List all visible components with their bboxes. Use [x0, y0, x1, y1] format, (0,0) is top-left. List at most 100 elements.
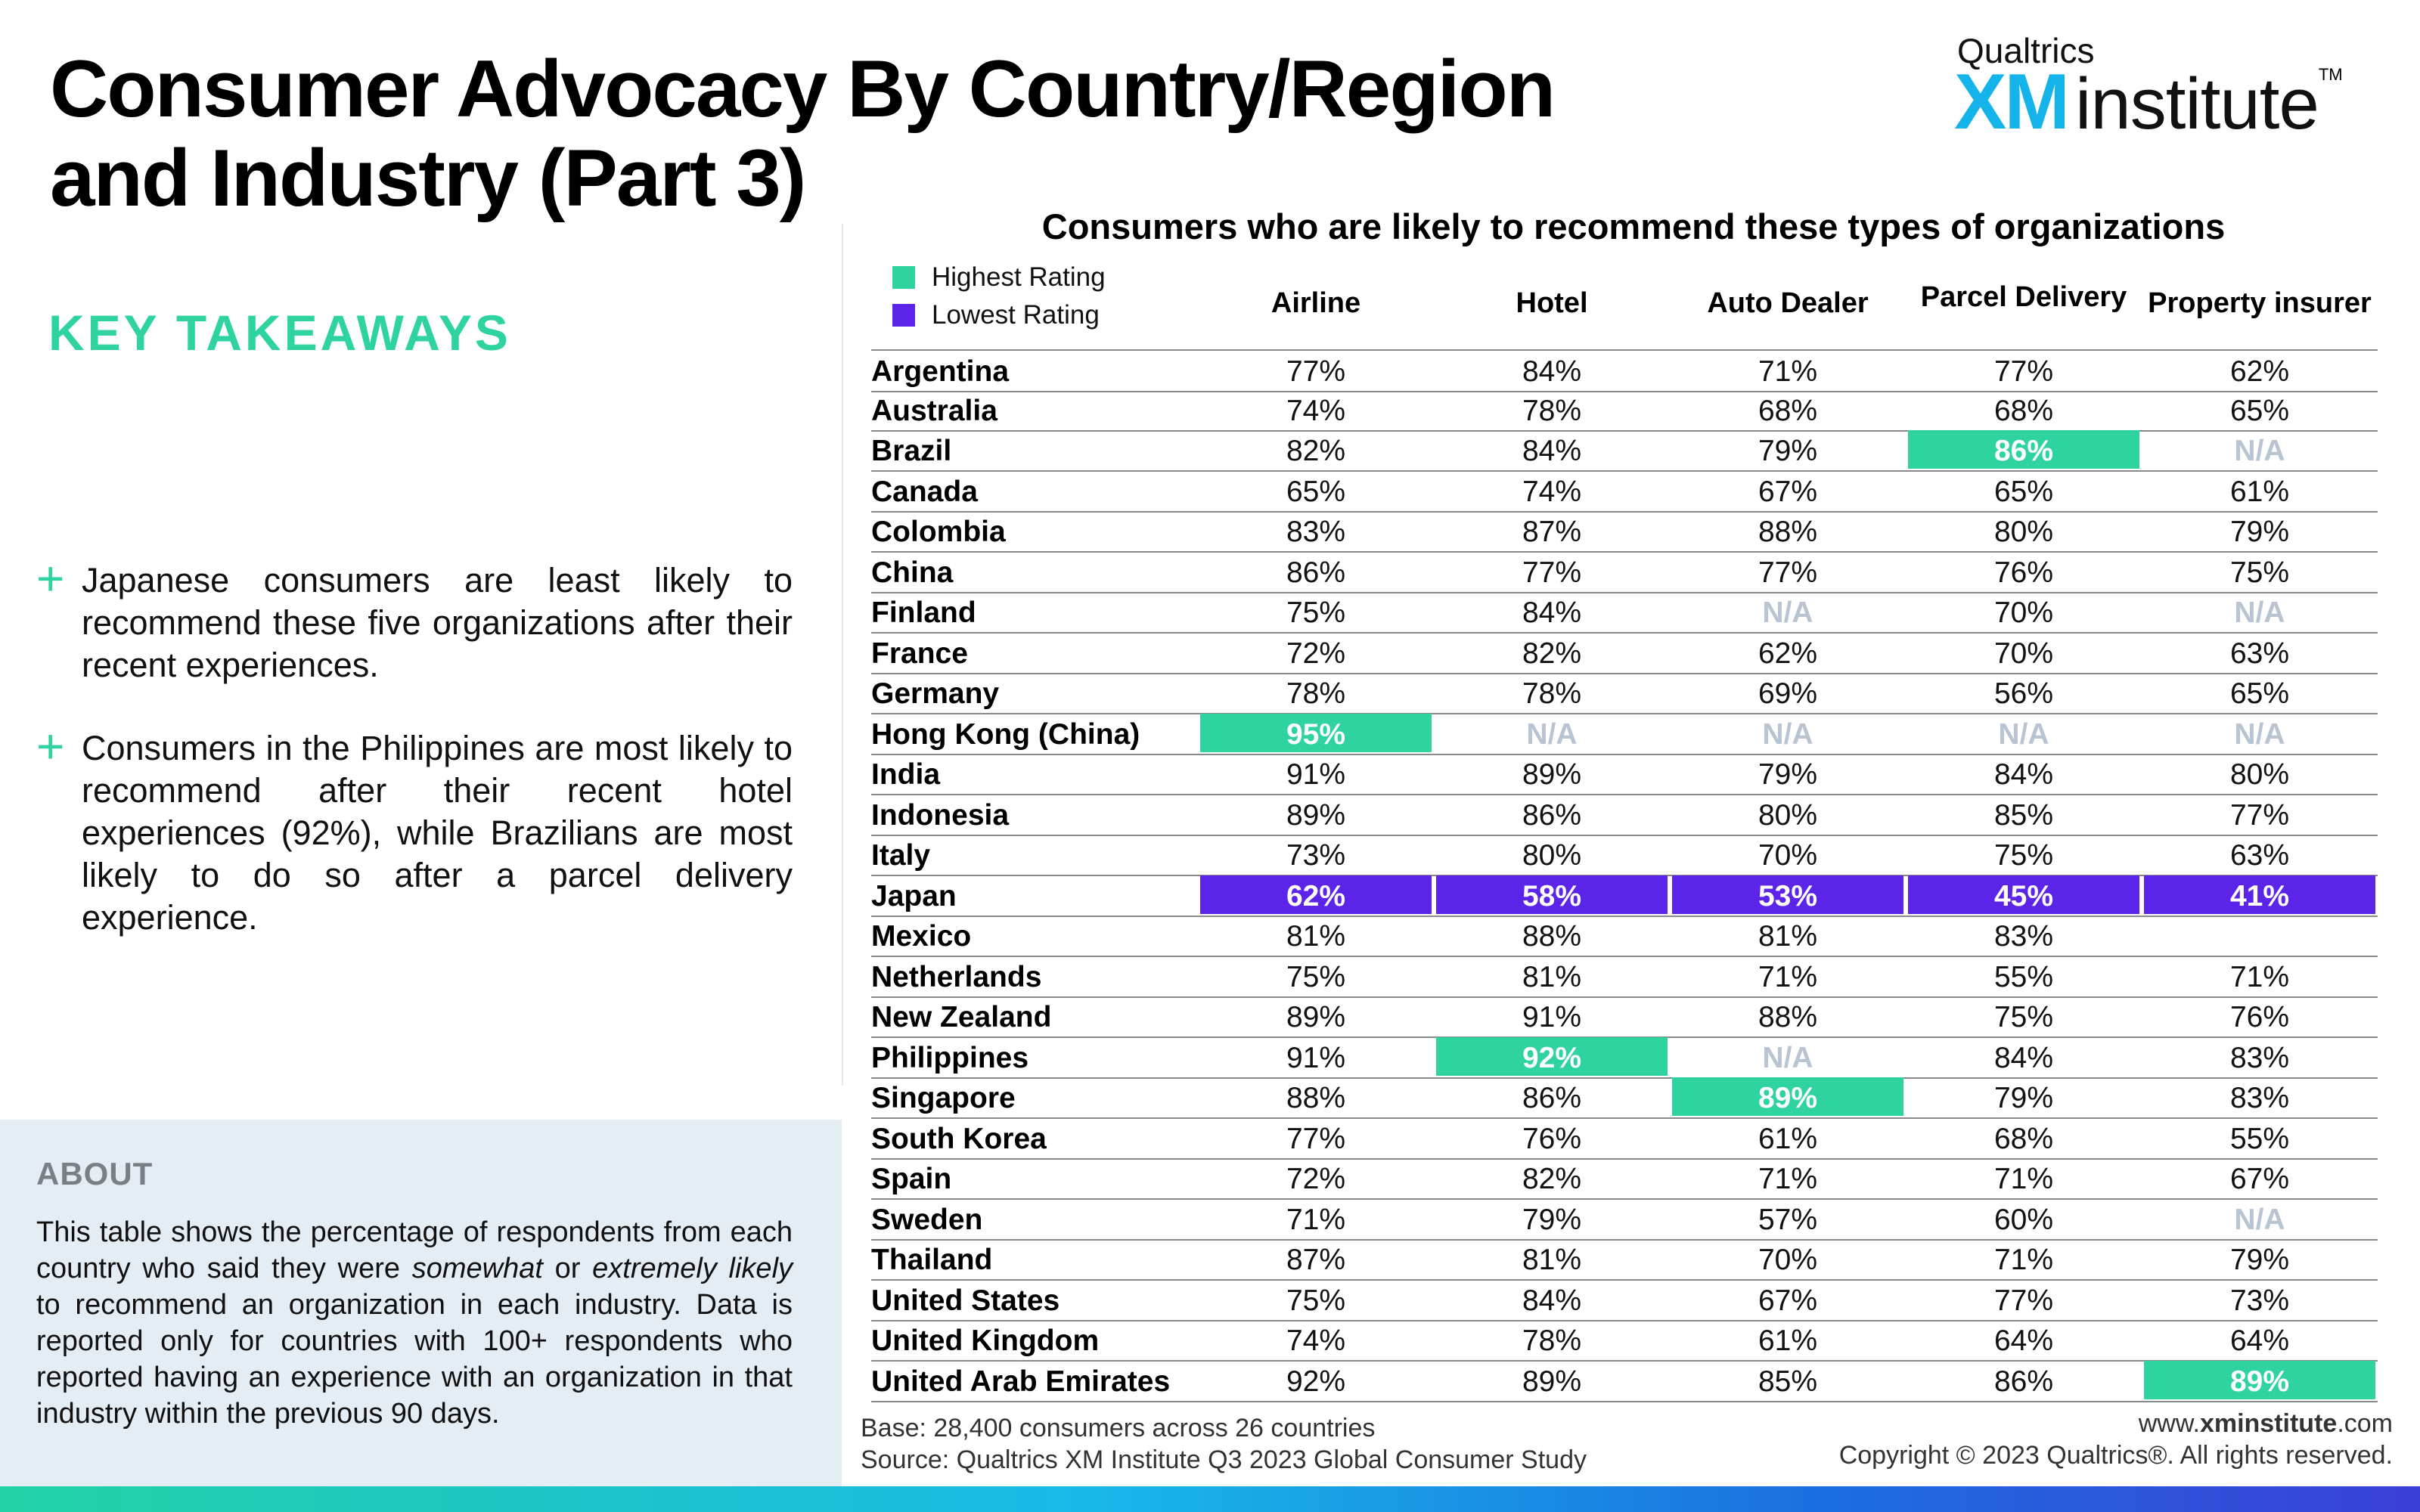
country-label: United Kingdom	[871, 1325, 1100, 1357]
table-cell-airline: 75%	[1286, 596, 1346, 629]
table-cell-airline: 89%	[1286, 798, 1346, 832]
country-label: Spain	[871, 1163, 952, 1195]
table-cell-property-insurer: 80%	[2229, 758, 2290, 791]
table-cell-hotel: 86%	[1522, 1082, 1582, 1114]
country-label: New Zealand	[871, 1001, 1052, 1033]
plus-icon: +	[36, 551, 65, 606]
table-cell-hotel: 86%	[1522, 798, 1582, 832]
brand-logo: Qualtrics XM instituteTM	[1954, 30, 2363, 147]
table-cell-hotel: 77%	[1522, 556, 1582, 589]
country-label: South Korea	[871, 1122, 1047, 1155]
plus-icon: +	[36, 719, 65, 773]
website-link[interactable]: www.xminstitute.com	[2139, 1409, 2393, 1439]
table-cell-property-insurer: N/A	[2234, 596, 2285, 629]
legend-label: Lowest Rating	[932, 300, 1100, 330]
takeaway-text: Consumers in the Philippines are most li…	[82, 729, 793, 937]
table-row: Germany 78% 78% 69% 56% 65%	[871, 673, 2378, 714]
table-cell-parcel-delivery: 84%	[1993, 758, 2054, 791]
table-row: Colombia 83% 87% 88% 80% 79%	[871, 511, 2378, 553]
table-row: Hong Kong (China) 95% N/A N/A N/A N/A	[871, 713, 2378, 755]
table-cell-hotel: 82%	[1522, 637, 1582, 670]
base-note: Base: 28,400 consumers across 26 countri…	[861, 1414, 1376, 1442]
table-cell-auto-dealer: 57%	[1758, 1203, 1818, 1236]
table-cell-property-insurer	[2144, 916, 2375, 954]
takeaway-item: + Japanese consumers are least likely to…	[36, 551, 793, 686]
about-text: This table shows the percentage of respo…	[36, 1214, 793, 1432]
table-row: Philippines 91% 92% N/A 84% 83%	[871, 1036, 2378, 1079]
table-cell-hotel: 84%	[1522, 355, 1582, 388]
table-cell-property-insurer: 67%	[2229, 1163, 2290, 1195]
table-cell-auto-dealer: 70%	[1758, 839, 1818, 872]
table-cell-airline: 82%	[1286, 435, 1346, 467]
table-cell-hotel: 84%	[1522, 435, 1582, 467]
table-cell-property-insurer: N/A	[2234, 717, 2285, 751]
table-cell-parcel-delivery: N/A	[1998, 717, 2049, 751]
legend-swatch-highest	[892, 266, 915, 289]
vertical-divider	[842, 224, 843, 1086]
table-cell-airline: 81%	[1286, 920, 1346, 953]
table-cell-auto-dealer: 69%	[1758, 677, 1818, 710]
copyright: Copyright © 2023 Qualtrics®. All rights …	[1838, 1441, 2393, 1470]
table-cell-auto-dealer: 80%	[1758, 798, 1818, 832]
column-header-property-insurer: Property insurer	[2148, 287, 2372, 319]
table-row: Mexico 81% 88% 81% 83%	[871, 916, 2378, 957]
table-cell-auto-dealer: 71%	[1758, 355, 1818, 388]
table-cell-hotel: 81%	[1522, 1244, 1582, 1276]
country-label: Mexico	[871, 920, 972, 953]
about-heading: ABOUT	[36, 1156, 154, 1191]
country-label: Sweden	[871, 1203, 983, 1236]
legend-item-lowest: Lowest Rating	[892, 296, 1106, 334]
table-cell-hotel: 78%	[1522, 394, 1582, 427]
table-cell-auto-dealer: 89%	[1672, 1077, 1903, 1116]
table-cell-airline: 72%	[1286, 637, 1346, 670]
table-cell-parcel-delivery: 84%	[1993, 1041, 2054, 1074]
country-label: China	[871, 556, 954, 589]
table-row: South Korea 77% 76% 61% 68% 55%	[871, 1118, 2378, 1160]
table-cell-hotel: 80%	[1522, 839, 1582, 872]
table-cell-parcel-delivery: 77%	[1993, 355, 2054, 388]
table-cell-airline: 75%	[1286, 960, 1346, 993]
table-cell-auto-dealer: 67%	[1758, 475, 1818, 508]
table-cell-property-insurer: 79%	[2229, 1244, 2290, 1276]
table-cell-airline: 72%	[1286, 1163, 1346, 1195]
table-cell-airline: 87%	[1286, 1244, 1346, 1276]
legend-swatch-lowest	[892, 304, 915, 327]
table-cell-airline: 62%	[1200, 875, 1432, 914]
table-row: Finland 75% 84% N/A 70% N/A	[871, 592, 2378, 634]
table-cell-parcel-delivery: 80%	[1993, 516, 2054, 548]
table-cell-parcel-delivery: 86%	[1993, 1365, 2054, 1398]
country-label: Finland	[871, 596, 976, 629]
table-cell-hotel: 84%	[1522, 1284, 1582, 1317]
brand-tm-mark: TM	[2318, 65, 2343, 84]
table-cell-auto-dealer: 71%	[1758, 960, 1818, 993]
table-cell-parcel-delivery: 77%	[1993, 1284, 2054, 1317]
table-cell-auto-dealer: 88%	[1758, 1001, 1818, 1033]
country-label: Indonesia	[871, 798, 1010, 832]
table-cell-parcel-delivery: 45%	[1908, 875, 2139, 914]
table-row: Thailand 87% 81% 70% 71% 79%	[871, 1239, 2378, 1281]
country-label: Hong Kong (China)	[871, 717, 1140, 751]
about-emphasis: extremely likely	[592, 1253, 793, 1284]
country-label: Thailand	[871, 1244, 993, 1276]
table-cell-parcel-delivery: 55%	[1993, 960, 2054, 993]
brand-qualtrics-text: Qualtrics	[1957, 31, 2095, 70]
column-header-parcel-delivery: Parcel Delivery	[1920, 281, 2127, 313]
column-header-hotel: Hotel	[1516, 287, 1588, 319]
table-cell-property-insurer: 63%	[2229, 839, 2290, 872]
table-cell-parcel-delivery: 86%	[1908, 430, 2139, 469]
country-label: Argentina	[871, 355, 1010, 388]
table-row: United Kingdom 74% 78% 61% 64% 64%	[871, 1320, 2378, 1362]
country-label: Colombia	[871, 516, 1006, 548]
table-cell-auto-dealer: 79%	[1758, 435, 1818, 467]
table-cell-property-insurer: 62%	[2229, 355, 2290, 388]
table-cell-auto-dealer: 62%	[1758, 637, 1818, 670]
country-label: Australia	[871, 394, 997, 427]
about-text-part: to recommend an organization in each ind…	[36, 1289, 793, 1430]
table-cell-auto-dealer: 85%	[1758, 1365, 1818, 1398]
table-cell-property-insurer: 63%	[2229, 637, 2290, 670]
table-cell-property-insurer: 55%	[2229, 1122, 2290, 1155]
table-cell-hotel: 84%	[1522, 596, 1582, 629]
table-cell-auto-dealer: N/A	[1762, 1041, 1813, 1074]
table-cell-property-insurer: 64%	[2229, 1325, 2290, 1357]
key-takeaways-heading: KEY TAKEAWAYS	[48, 305, 511, 361]
